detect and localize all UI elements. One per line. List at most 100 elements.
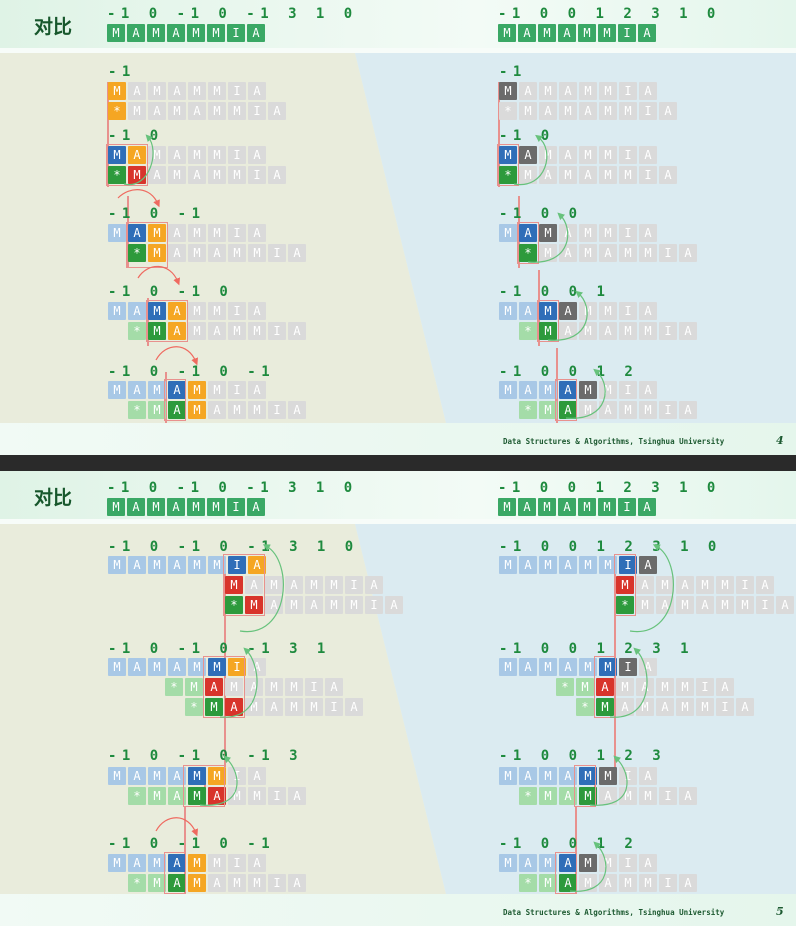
char-cell: * bbox=[108, 102, 126, 120]
char-cell: M bbox=[148, 322, 166, 340]
right-step-1-next: -1 bbox=[499, 64, 527, 80]
right-step-3-pattern: * M A M A M M I A bbox=[519, 244, 697, 262]
char-cell: A bbox=[639, 556, 657, 574]
char-cell: A bbox=[659, 166, 677, 184]
compare-box bbox=[106, 144, 148, 186]
char-cell: M bbox=[539, 874, 557, 892]
char-cell: M bbox=[148, 401, 166, 419]
compare-box bbox=[126, 222, 168, 268]
char-cell: M bbox=[168, 102, 186, 120]
char-cell: A bbox=[558, 498, 576, 516]
char-cell: * bbox=[556, 678, 574, 696]
left-step-1-pattern: * M A M A M M I A bbox=[108, 102, 286, 120]
char-cell: A bbox=[679, 322, 697, 340]
char-cell: A bbox=[679, 787, 697, 805]
right-step-4-pattern: * M A M A M M I A bbox=[519, 874, 697, 892]
char-cell: A bbox=[168, 787, 186, 805]
char-cell: M bbox=[539, 658, 557, 676]
char-cell: A bbox=[559, 146, 577, 164]
char-cell: M bbox=[639, 244, 657, 262]
char-cell: A bbox=[168, 224, 186, 242]
char-cell: M bbox=[285, 596, 303, 614]
char-cell: I bbox=[365, 596, 383, 614]
slide-separator bbox=[0, 455, 796, 471]
char-cell: M bbox=[519, 102, 537, 120]
char-cell: A bbox=[656, 698, 674, 716]
char-cell: I bbox=[619, 146, 637, 164]
char-cell: * bbox=[519, 874, 537, 892]
char-cell: M bbox=[696, 576, 714, 594]
char-cell: M bbox=[148, 82, 166, 100]
char-cell: A bbox=[168, 767, 186, 785]
char-cell: M bbox=[248, 322, 266, 340]
char-cell: I bbox=[619, 767, 637, 785]
char-cell: A bbox=[288, 787, 306, 805]
char-cell: M bbox=[208, 82, 226, 100]
header-divider bbox=[0, 48, 796, 53]
char-cell: A bbox=[288, 244, 306, 262]
char-cell: I bbox=[345, 576, 363, 594]
char-cell: A bbox=[168, 874, 186, 892]
char-cell: M bbox=[185, 678, 203, 696]
char-cell: M bbox=[538, 498, 556, 516]
char-cell: * bbox=[128, 787, 146, 805]
char-cell: I bbox=[228, 302, 246, 320]
char-cell: M bbox=[498, 498, 516, 516]
compare-box bbox=[164, 852, 186, 894]
char-cell: A bbox=[519, 556, 537, 574]
char-cell: A bbox=[639, 381, 657, 399]
left-step-2-next: -1 0 bbox=[108, 128, 164, 144]
char-cell: M bbox=[108, 302, 126, 320]
char-cell: * bbox=[519, 787, 537, 805]
guide-line bbox=[518, 196, 520, 268]
char-cell: M bbox=[599, 767, 617, 785]
char-cell: M bbox=[228, 166, 246, 184]
char-cell: M bbox=[499, 82, 517, 100]
char-cell: M bbox=[188, 322, 206, 340]
char-cell: M bbox=[579, 224, 597, 242]
char-cell: M bbox=[325, 596, 343, 614]
char-cell: A bbox=[128, 854, 146, 872]
left-step-4-pattern: * M A M A M M I A bbox=[128, 322, 306, 340]
char-cell: M bbox=[676, 698, 694, 716]
char-cell: A bbox=[559, 767, 577, 785]
char-cell: I bbox=[619, 82, 637, 100]
char-cell: M bbox=[656, 678, 674, 696]
char-cell: A bbox=[599, 244, 617, 262]
char-cell: M bbox=[108, 658, 126, 676]
char-cell: A bbox=[559, 82, 577, 100]
char-cell: M bbox=[619, 401, 637, 419]
char-cell: I bbox=[618, 498, 636, 516]
char-cell: I bbox=[305, 678, 323, 696]
char-cell: I bbox=[268, 322, 286, 340]
char-cell: M bbox=[639, 787, 657, 805]
compare-box bbox=[164, 379, 186, 421]
char-cell: M bbox=[148, 556, 166, 574]
char-cell: A bbox=[128, 658, 146, 676]
char-cell: A bbox=[248, 224, 266, 242]
char-cell: A bbox=[519, 658, 537, 676]
char-cell: M bbox=[168, 166, 186, 184]
char-cell: A bbox=[559, 224, 577, 242]
char-cell: A bbox=[205, 678, 223, 696]
char-cell: M bbox=[108, 146, 126, 164]
char-cell: M bbox=[188, 82, 206, 100]
char-cell: A bbox=[245, 678, 263, 696]
char-cell: M bbox=[148, 854, 166, 872]
char-cell: A bbox=[285, 576, 303, 594]
char-cell: M bbox=[108, 381, 126, 399]
char-cell: M bbox=[579, 82, 597, 100]
char-cell: M bbox=[108, 854, 126, 872]
char-cell: M bbox=[285, 678, 303, 696]
char-cell: A bbox=[639, 82, 657, 100]
char-cell: M bbox=[499, 224, 517, 242]
char-cell: M bbox=[499, 556, 517, 574]
char-cell: M bbox=[188, 224, 206, 242]
char-cell: M bbox=[639, 874, 657, 892]
